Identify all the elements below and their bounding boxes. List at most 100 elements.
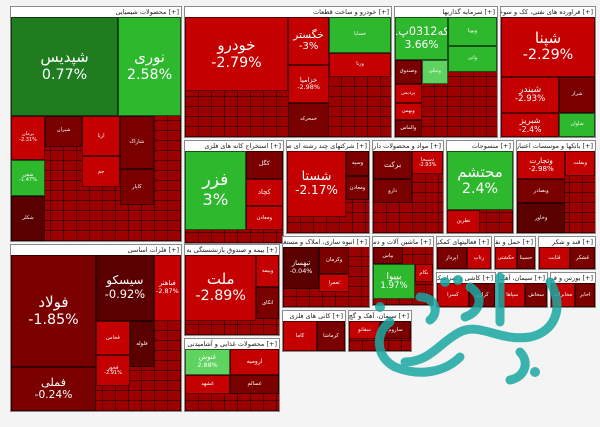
tile-auto-0[interactable]: خودرو -2.79%	[185, 17, 288, 92]
sector-refinery[interactable]: [+] فراورده های نفتی، کک و سوخت شپنا -2.29…	[500, 6, 596, 138]
tile-bank-3[interactable]: وخاور	[517, 203, 566, 233]
tile-construction-1[interactable]: وکرمان	[319, 247, 350, 274]
tile-refinery-4[interactable]: شاوان	[559, 113, 595, 137]
tile-chemical-6[interactable]: شاراک	[119, 115, 154, 170]
sector-market[interactable]: [+] بورس و فرابورسمخابراتاخابر	[550, 272, 596, 308]
tile-cement-1[interactable]: ساروم	[380, 321, 411, 339]
tile-extraction-0[interactable]: فزر 3%	[185, 151, 246, 231]
tile-bank-0[interactable]: وتجارت -2.98%	[517, 151, 566, 179]
tile-fund-0[interactable]: ملت -2.89%	[185, 255, 257, 321]
tile-refinery-1[interactable]: شبندر -2.93%	[501, 77, 560, 113]
tile-sugar-0[interactable]: قثابت	[539, 247, 570, 269]
tile-refinery-3[interactable]: شراز	[559, 77, 595, 113]
tile-transport-0[interactable]: حکشتی	[495, 247, 517, 269]
tile-cement-0[interactable]: سفانو	[349, 321, 380, 339]
tile-power-2[interactable]: بکام	[415, 264, 433, 282]
tile-investment-1[interactable]: وپویا	[448, 17, 497, 46]
tile-investment-6[interactable]: ونیکی	[421, 60, 449, 85]
tile-cement2-0[interactable]: سپاها	[499, 283, 526, 307]
tile-metal-0[interactable]: فولاد -1.85%	[11, 255, 96, 368]
sector-cement2[interactable]: [+] سیمان، آهک و گچسپاهاسخاش	[498, 272, 548, 308]
tile-sugar-1[interactable]: قشکر	[569, 247, 595, 269]
tile-food-0[interactable]: غنوش 2.88%	[185, 349, 231, 376]
tile-food-1[interactable]: ارومیه	[230, 349, 279, 376]
tile-chemical-4[interactable]: اریا	[82, 115, 120, 156]
tile-cement2-1[interactable]: سخاش	[525, 283, 547, 307]
sector-fund[interactable]: [+] بیمه و صندوق بازنشستگی به جز تامینمل…	[184, 244, 280, 336]
sector-auto[interactable]: [+] خودرو و ساخت قطعات خودرو -2.79% خگستر -3…	[184, 6, 392, 138]
tile-power-0[interactable]: بپاس	[373, 247, 403, 265]
tile-metal-4[interactable]: فخاس	[96, 320, 130, 355]
tile-metal-1[interactable]: سیسکو -0.92%	[96, 255, 154, 321]
sector-extraction[interactable]: [+] استخراج کانه های فلزی فزر 3% کگل کچاد ومع…	[184, 140, 284, 244]
tile-auto-3[interactable]: خساپا	[329, 17, 391, 53]
tile-pharma-2[interactable]: دارو	[373, 178, 413, 204]
tile-food-2[interactable]: غشهد	[185, 375, 231, 394]
tile-construction-0[interactable]: ثبهساز -0.04%	[283, 247, 320, 289]
sector-it[interactable]: [+] فعالیتهای کمکی به نهااپردازرتاپ	[436, 236, 492, 270]
sector-cement[interactable]: [+] سیمان، آهک و گچ سفانو ساروم	[348, 310, 412, 352]
tile-bank-1[interactable]: وبملت	[565, 151, 595, 176]
tile-it-1[interactable]: رتاپ	[466, 247, 491, 269]
tile-market-0[interactable]: مخابرات	[551, 283, 576, 307]
sector-construction[interactable]: [+] انبوه سازی، املاک و مستغلاتثبهساز-0.…	[282, 236, 370, 308]
tile-extraction-2[interactable]: کچاد	[245, 178, 283, 207]
tile-investment-7[interactable]: واتی	[448, 45, 497, 73]
tile-investment-0[interactable]: سکه0312پ013.66%	[395, 17, 449, 61]
sector-metal_ore[interactable]: [+] کانی های فلزی کاما کرماشا	[282, 310, 346, 352]
sector-metal[interactable]: [+] فلزات اساسی فولاد -1.85% سیسکو -0.92% فمل…	[10, 244, 182, 412]
sector-bank[interactable]: [+] بانکها و موسسات اعتباری وتجارت -2.98% و…	[516, 140, 596, 234]
tile-bank-2[interactable]: وبصادر	[517, 178, 566, 204]
tile-refinery-0[interactable]: شپنا -2.29%	[501, 17, 595, 77]
tile-chemical-8[interactable]: جم	[82, 155, 120, 188]
tile-fund-2[interactable]: اتکای	[256, 287, 279, 319]
tile-investment-3[interactable]: پردیس	[395, 84, 422, 104]
sector-pharma[interactable]: [+] مواد و محصولات داروییبرکتدسبحا-2.93%…	[372, 140, 444, 234]
tile-tile_ceramic-0[interactable]: کسرا	[437, 283, 469, 307]
tile-metal_ore-1[interactable]: کرماشا	[317, 321, 345, 351]
sector-chemical[interactable]: [+] محصولات شیمیایی شپدیس 0.77% نوری 2.58% پر…	[10, 6, 182, 242]
tile-pharma-0[interactable]: برکت	[373, 151, 413, 179]
tile-auto-5[interactable]: خمحرکه	[288, 103, 330, 137]
tile-multi-2[interactable]: ومعادن	[346, 175, 369, 201]
tile-pharma-1[interactable]: دسبحا -2.93%	[412, 151, 443, 174]
sector-sugar[interactable]: [+] قند و شکر قثابت قشکر	[538, 236, 596, 270]
tile-extraction-3[interactable]: ومعادن	[245, 206, 283, 231]
sector-textile[interactable]: [+] منسوجات محتشم 2.4% نطرین	[446, 140, 514, 234]
tile-fund-1[interactable]: وبیمه	[256, 255, 279, 287]
sector-tile_ceramic[interactable]: [+] کاشی و سرامیک کسرا کرازی	[436, 272, 496, 308]
tile-chemical-5[interactable]: شفن -1.47%	[11, 160, 45, 197]
tile-investment-2[interactable]: وصندوق	[395, 60, 422, 85]
tile-auto-2[interactable]: خزامیا -2.98%	[288, 65, 330, 104]
tile-investment-5[interactable]: والماس	[395, 120, 422, 137]
tile-construction-2[interactable]: ثعمرا	[319, 274, 350, 292]
tile-market-1[interactable]: اخابر	[575, 283, 595, 307]
tile-metal_ore-0[interactable]: کاما	[283, 321, 318, 351]
tile-chemical-1[interactable]: نوری 2.58%	[118, 17, 181, 116]
tile-tile_ceramic-1[interactable]: کرازی	[468, 283, 495, 307]
tile-extraction-1[interactable]: کگل	[245, 151, 283, 179]
tile-textile-1[interactable]: نطرین	[447, 210, 480, 233]
tile-chemical-3[interactable]: شیران	[45, 115, 83, 147]
tile-multi-0[interactable]: شستا -2.17%	[287, 151, 347, 217]
tile-metal-2[interactable]: فملی -0.24%	[11, 367, 96, 411]
tile-metal-6[interactable]: فلوله	[130, 320, 154, 368]
tile-metal-5[interactable]: فخوز -2.91%	[96, 354, 130, 387]
sector-investment[interactable]: [+] سرمایه گذاریهاسکه0312پ013.66%وپویاوص…	[394, 6, 498, 138]
sector-power[interactable]: [+] ماشین آلات و دستگاهبپاسبپیوا1.97%بکا…	[372, 236, 434, 306]
tile-chemical-9[interactable]: شکلر	[11, 196, 45, 241]
tile-multi-1[interactable]: وسپه	[346, 151, 369, 176]
tile-auto-4[interactable]: ورنا	[329, 53, 391, 77]
tile-it-0[interactable]: اپرداز	[437, 247, 467, 269]
tile-power-1[interactable]: بپیوا 1.97%	[373, 264, 415, 300]
sector-transport[interactable]: [+] حمل و نقلحکشتیحسینا	[494, 236, 536, 270]
tile-auto-1[interactable]: خگستر -3%	[288, 17, 330, 65]
tile-food-3[interactable]: غسالم	[230, 375, 279, 394]
tile-refinery-2[interactable]: شبریز -2.4%	[501, 113, 560, 137]
tile-metal-3[interactable]: فباهنر -2.87%	[153, 255, 181, 321]
tile-chemical-0[interactable]: شپدیس 0.77%	[11, 17, 119, 116]
tile-investment-4[interactable]: وبهمن	[395, 103, 422, 121]
sector-multi[interactable]: [+] شرکتهای چند رشته ای صنعتیشستا-2.17%و…	[286, 140, 370, 234]
tile-textile-0[interactable]: محتشم 2.4%	[447, 151, 513, 211]
tile-chemical-2[interactable]: پرمان -2.31%	[11, 115, 45, 161]
